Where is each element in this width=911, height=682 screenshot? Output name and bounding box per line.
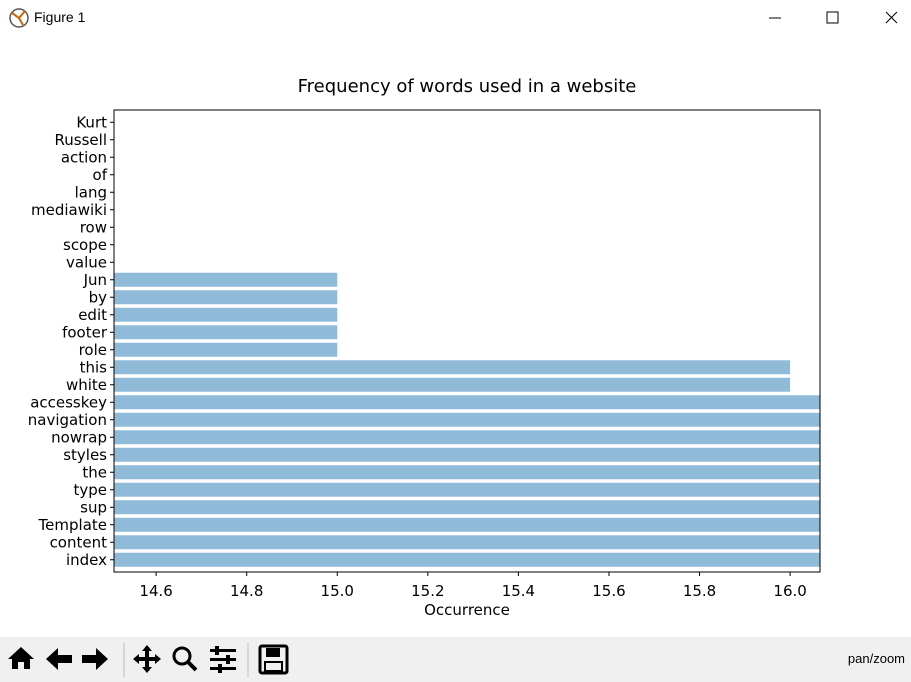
- y-tick-label: sup: [80, 498, 107, 516]
- y-tick-label: Template: [38, 516, 107, 534]
- y-tick-label: edit: [78, 306, 107, 324]
- bar: [114, 535, 820, 550]
- y-tick-label: footer: [62, 323, 108, 341]
- y-tick-label: of: [93, 166, 108, 184]
- y-tick-label: nowrap: [51, 428, 107, 446]
- y-tick-label: by: [89, 288, 108, 306]
- bar: [114, 377, 791, 392]
- bar: [114, 307, 338, 322]
- x-tick-label: 15.0: [321, 582, 354, 600]
- y-tick-label: white: [66, 376, 107, 394]
- y-tick-label: mediawiki: [31, 201, 107, 219]
- bar: [114, 395, 820, 410]
- toolbar-buttons[interactable]: [0, 637, 300, 682]
- bar: [114, 290, 338, 305]
- y-tick-label: value: [66, 253, 107, 271]
- bar: [114, 412, 820, 427]
- bar: [114, 482, 820, 497]
- y-tick-label: lang: [75, 183, 107, 201]
- bar: [114, 447, 820, 462]
- bar: [114, 517, 820, 532]
- y-tick-label: row: [80, 218, 107, 236]
- x-tick-label: 16.0: [773, 582, 806, 600]
- back-button[interactable]: [46, 648, 72, 670]
- y-tick-label: content: [50, 533, 108, 551]
- chart-title: Frequency of words used in a website: [298, 76, 637, 97]
- bar: [114, 500, 820, 515]
- y-tick-label: Kurt: [76, 113, 107, 131]
- y-tick-label: accesskey: [30, 393, 107, 411]
- chart: Frequency of words used in a website Occ…: [0, 76, 821, 619]
- configure-button[interactable]: [210, 646, 236, 673]
- x-tick-label: 15.6: [592, 582, 625, 600]
- zoom-button[interactable]: [172, 646, 192, 666]
- bar: [0, 168, 104, 182]
- x-tick-label: 14.6: [139, 582, 172, 600]
- close[interactable]: [885, 11, 898, 24]
- bar: [114, 430, 820, 445]
- bar: [114, 552, 820, 567]
- title-bar: Figure 1: [0, 0, 911, 37]
- y-tick-label: action: [61, 148, 107, 166]
- y-tick-label: navigation: [28, 411, 107, 429]
- x-axis-label: Occurrence: [424, 601, 510, 619]
- x-tick-label: 15.2: [411, 582, 444, 600]
- save-button[interactable]: [258, 644, 289, 675]
- y-tick-label: index: [66, 551, 107, 569]
- toolbar: pan/zoom: [0, 637, 911, 682]
- x-tick-label: 15.4: [502, 582, 535, 600]
- x-tick-label: 14.8: [230, 582, 263, 600]
- y-tick-label: Russell: [55, 131, 107, 149]
- app-icon: [9, 8, 29, 28]
- bar: [114, 342, 338, 357]
- bar: [114, 360, 791, 375]
- home-button[interactable]: [8, 647, 34, 669]
- y-tick-label: scope: [63, 236, 107, 254]
- status-text: pan/zoom: [847, 651, 905, 666]
- window-title: Figure 1: [34, 9, 86, 25]
- window-controls[interactable]: [761, 0, 911, 37]
- pan-button[interactable]: [133, 645, 161, 673]
- y-tick-label: this: [80, 358, 108, 376]
- maximize[interactable]: [826, 11, 839, 24]
- bar: [114, 325, 338, 340]
- y-tick-label: type: [73, 481, 107, 499]
- y-tick-label: role: [79, 341, 107, 359]
- y-tick-label: the: [82, 463, 107, 481]
- plot-frame: [113, 109, 821, 573]
- bar: [114, 465, 820, 480]
- bar: [114, 272, 338, 287]
- x-tick-label: 15.8: [683, 582, 716, 600]
- y-tick-label: Jun: [83, 271, 107, 289]
- forward-button[interactable]: [82, 648, 108, 670]
- y-tick-label: styles: [63, 446, 107, 464]
